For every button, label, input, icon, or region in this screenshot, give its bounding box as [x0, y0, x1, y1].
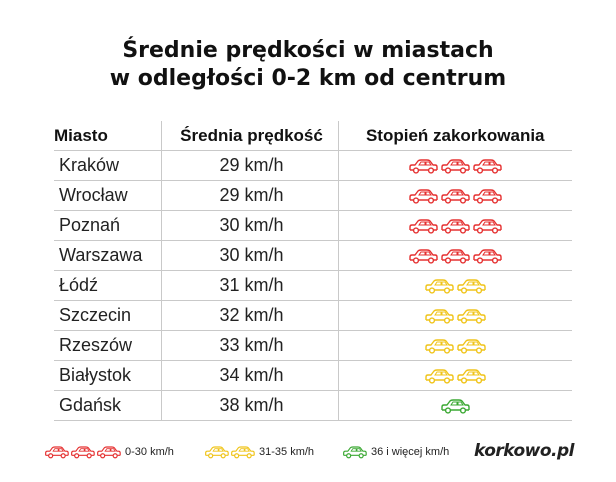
header-city: Miasto: [54, 121, 161, 151]
congestion-cars: [408, 248, 502, 264]
table-row: Łódź 31 km/h: [54, 270, 572, 301]
speed-table: Miasto Średnia prędkość Stopień zakorkow…: [54, 121, 572, 421]
average-speed: 30 km/h: [160, 210, 338, 241]
legend-cars: [204, 445, 255, 459]
header-speed: Średnia prędkość: [160, 121, 338, 151]
legend-item-yellow: 31-35 km/h: [204, 445, 314, 459]
congestion-level: [337, 390, 572, 421]
chart-title: Średnie prędkości w miastach w odległośc…: [0, 37, 616, 93]
car-icon: [230, 445, 255, 459]
header-row: Miasto Średnia prędkość Stopień zakorkow…: [54, 121, 572, 151]
table-row: Białystok 34 km/h: [54, 360, 572, 391]
congestion-level: [337, 150, 572, 181]
congestion-level: [337, 360, 572, 391]
car-icon: [408, 218, 438, 234]
average-speed: 29 km/h: [160, 180, 338, 211]
legend-label: 36 i więcej km/h: [371, 446, 450, 458]
car-icon: [408, 188, 438, 204]
table-row: Rzeszów 33 km/h: [54, 330, 572, 361]
city-name: Wrocław: [54, 180, 161, 211]
table-row: Warszawa 30 km/h: [54, 240, 572, 271]
congestion-cars: [424, 368, 486, 384]
city-name: Szczecin: [54, 300, 161, 331]
car-icon: [472, 188, 502, 204]
congestion-cars: [424, 338, 486, 354]
car-icon: [440, 188, 470, 204]
city-name: Białystok: [54, 360, 161, 391]
car-icon: [44, 445, 69, 459]
car-icon: [408, 158, 438, 174]
title-line-1: Średnie prędkości w miastach: [122, 38, 494, 63]
car-icon: [424, 338, 454, 354]
car-icon: [424, 368, 454, 384]
congestion-cars: [440, 398, 470, 414]
legend-label: 0-30 km/h: [125, 446, 174, 458]
car-icon: [342, 445, 367, 459]
car-icon: [424, 278, 454, 294]
congestion-level: [337, 300, 572, 331]
car-icon: [440, 248, 470, 264]
congestion-level: [337, 270, 572, 301]
congestion-level: [337, 240, 572, 271]
car-icon: [440, 218, 470, 234]
average-speed: 30 km/h: [160, 240, 338, 271]
average-speed: 38 km/h: [160, 390, 338, 421]
city-name: Łódź: [54, 270, 161, 301]
congestion-cars: [424, 308, 486, 324]
car-icon: [456, 368, 486, 384]
car-icon: [408, 248, 438, 264]
car-icon: [456, 278, 486, 294]
header-congestion: Stopień zakorkowania: [337, 121, 572, 151]
car-icon: [456, 308, 486, 324]
congestion-level: [337, 180, 572, 211]
car-icon: [456, 338, 486, 354]
car-icon: [204, 445, 229, 459]
table-row: Wrocław 29 km/h: [54, 180, 572, 211]
car-icon: [440, 398, 470, 414]
legend-label: 31-35 km/h: [259, 446, 315, 458]
congestion-cars: [408, 218, 502, 234]
legend-cars: [342, 445, 367, 459]
table-row: Gdańsk 38 km/h: [54, 390, 572, 421]
city-name: Warszawa: [54, 240, 161, 271]
legend-item-red: 0-30 km/h: [44, 445, 174, 459]
car-icon: [472, 158, 502, 174]
legend-item-green: 36 i więcej km/h: [342, 445, 449, 459]
average-speed: 31 km/h: [160, 270, 338, 301]
average-speed: 32 km/h: [160, 300, 338, 331]
congestion-level: [337, 330, 572, 361]
car-icon: [472, 218, 502, 234]
city-name: Gdańsk: [54, 390, 161, 421]
car-icon: [472, 248, 502, 264]
car-icon: [424, 308, 454, 324]
legend: 0-30 km/h 31-35 km/h 36 i więcej km/h: [44, 445, 584, 467]
title-line-2: w odległości 0-2 km od centrum: [109, 66, 507, 91]
table-row: Poznań 30 km/h: [54, 210, 572, 241]
congestion-cars: [408, 158, 502, 174]
city-name: Poznań: [54, 210, 161, 241]
congestion-level: [337, 210, 572, 241]
car-icon: [96, 445, 121, 459]
car-icon: [70, 445, 95, 459]
average-speed: 29 km/h: [160, 150, 338, 181]
average-speed: 34 km/h: [160, 360, 338, 391]
table-row: Szczecin 32 km/h: [54, 300, 572, 331]
brand-logo[interactable]: korkowo.pl: [474, 441, 574, 461]
car-icon: [440, 158, 470, 174]
city-name: Rzeszów: [54, 330, 161, 361]
legend-cars: [44, 445, 121, 459]
congestion-cars: [408, 188, 502, 204]
average-speed: 33 km/h: [160, 330, 338, 361]
city-name: Kraków: [54, 150, 161, 181]
congestion-cars: [424, 278, 486, 294]
table-row: Kraków 29 km/h: [54, 150, 572, 181]
